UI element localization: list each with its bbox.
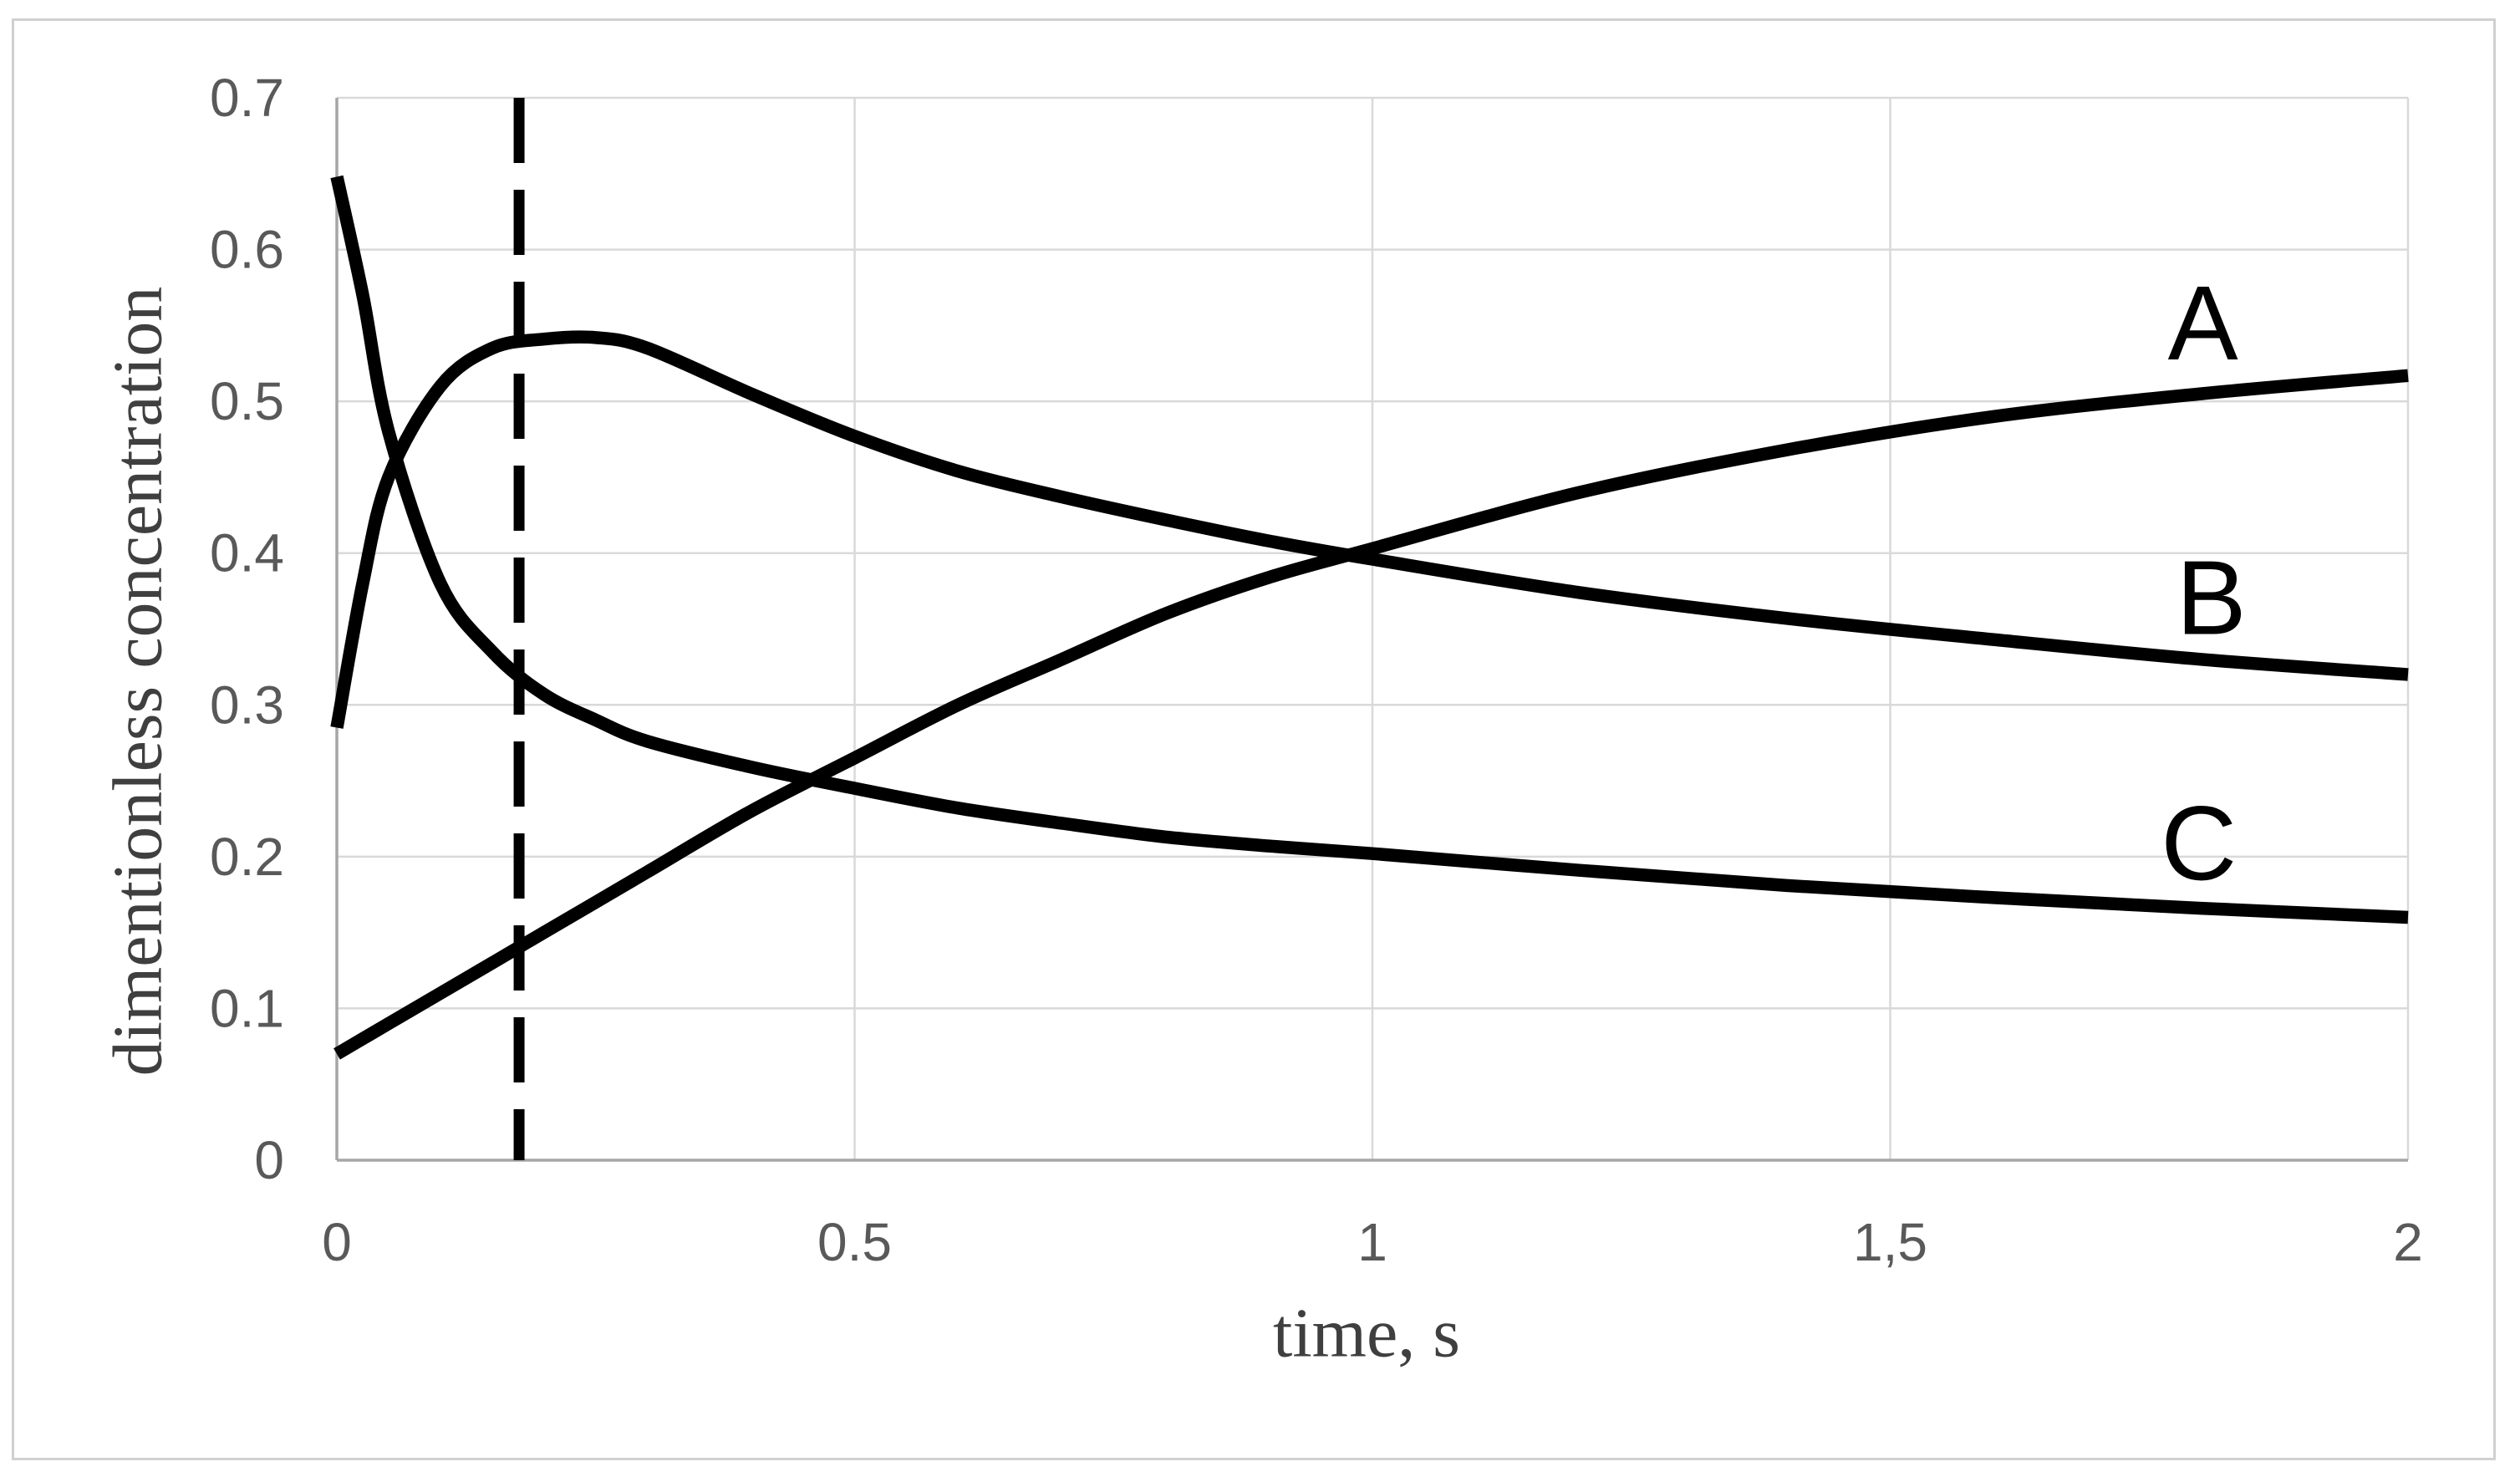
x-tick-label: 0.5: [817, 1212, 892, 1272]
chart-border: [12, 18, 2496, 1460]
curve-B: [330, 330, 2409, 729]
y-tick-label: 0.3: [210, 675, 284, 735]
curve-C: [330, 175, 2409, 924]
x-tick-label: 0: [322, 1212, 352, 1272]
series-label-B: B: [2176, 538, 2247, 656]
y-tick-label: 0.6: [210, 220, 284, 280]
x-tick-label: 1: [1357, 1212, 1387, 1272]
x-tick-label: 2: [2393, 1212, 2423, 1272]
series-label-C: C: [2161, 785, 2237, 903]
x-axis-title: time, s: [1273, 1294, 1460, 1373]
x-tick-label: 1,5: [1853, 1212, 1927, 1272]
y-tick-label: 0: [254, 1130, 284, 1190]
series-label-A: A: [2168, 264, 2238, 382]
y-tick-label: 0.2: [210, 827, 284, 887]
y-axis-title: dimentionless concentration: [99, 286, 177, 1077]
y-tick-label: 0.5: [210, 371, 284, 431]
y-tick-label: 0.1: [210, 978, 284, 1038]
curve-A: [333, 369, 2409, 1060]
y-tick-label: 0.7: [210, 68, 284, 128]
y-tick-label: 0.4: [210, 523, 284, 583]
